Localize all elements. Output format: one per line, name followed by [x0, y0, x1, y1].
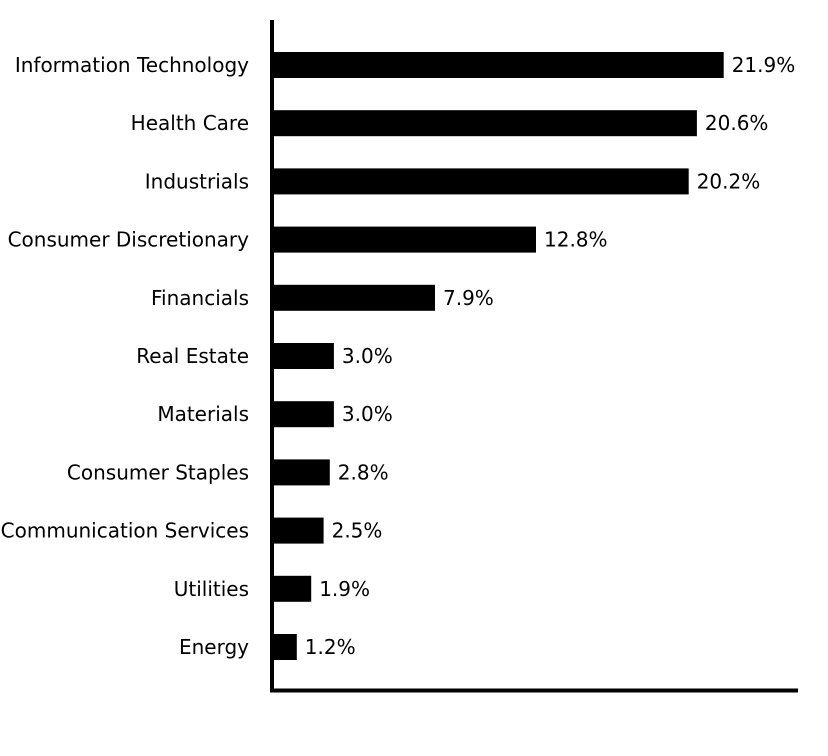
value-label: 7.9% — [443, 286, 494, 310]
category-label: Utilities — [174, 577, 249, 601]
bar — [272, 284, 435, 311]
category-label: Communication Services — [1, 519, 249, 543]
value-label: 1.2% — [305, 635, 356, 659]
category-label: Information Technology — [15, 53, 249, 77]
bar — [272, 343, 334, 369]
bar — [272, 52, 724, 78]
category-label: Industrials — [145, 169, 249, 193]
value-label: 21.9% — [732, 53, 796, 77]
category-label: Health Care — [131, 111, 249, 135]
value-label: 1.9% — [319, 577, 370, 601]
value-label: 20.6% — [705, 111, 769, 135]
category-label: Energy — [179, 635, 249, 659]
bar — [272, 575, 312, 602]
category-label: Real Estate — [136, 344, 249, 368]
category-label: Consumer Staples — [67, 460, 249, 484]
bar — [272, 226, 536, 253]
value-label: 3.0% — [342, 344, 393, 368]
category-label: Materials — [157, 402, 249, 426]
value-labels-layer: 21.9% 20.6% 20.2% 12.8% 7.9% 3.0% 3.0% 2.8% 2.5%… — [305, 53, 795, 659]
category-labels-layer: Information Technology Health Care Industr… — [1, 53, 249, 659]
bar — [272, 401, 334, 428]
bar — [272, 168, 689, 195]
bar — [272, 634, 297, 660]
value-label: 2.8% — [338, 460, 389, 484]
bars-layer — [272, 52, 724, 660]
value-label: 12.8% — [544, 228, 608, 252]
category-label: Financials — [151, 286, 249, 310]
bar — [272, 517, 324, 544]
value-label: 3.0% — [342, 402, 393, 426]
bar — [272, 459, 330, 486]
category-label: Consumer Discretionary — [8, 228, 250, 252]
bar — [272, 110, 697, 137]
value-label: 2.5% — [332, 519, 383, 543]
value-label: 20.2% — [697, 169, 761, 193]
